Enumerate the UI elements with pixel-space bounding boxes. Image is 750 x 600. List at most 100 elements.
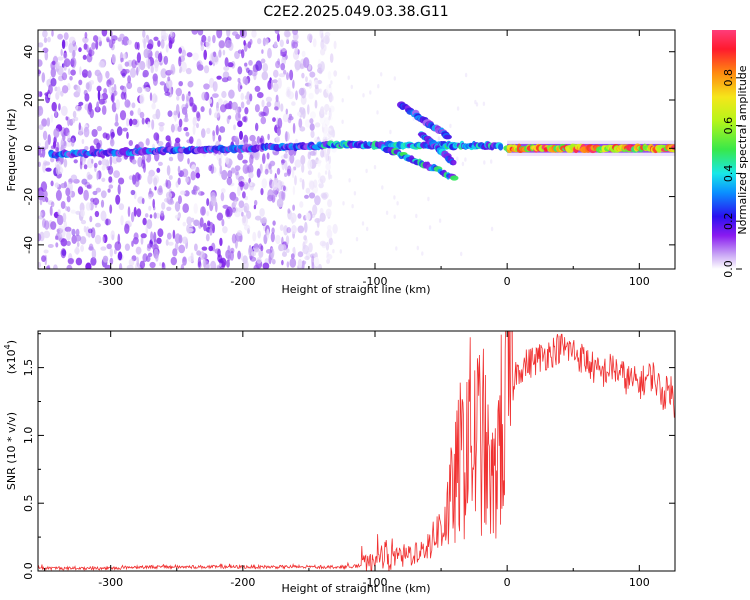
spectrogram-cell bbox=[87, 174, 93, 180]
chart-title: C2E2.2025.049.03.38.G11 bbox=[263, 4, 448, 20]
spectrogram-cell bbox=[248, 172, 254, 179]
spectrogram-cell bbox=[108, 176, 113, 183]
spectrogram-cell bbox=[261, 49, 264, 54]
spectrogram-cell bbox=[182, 256, 187, 266]
spectrogram-cell bbox=[124, 99, 131, 108]
spectrogram-cell bbox=[270, 232, 275, 243]
spectrogram-cell bbox=[196, 112, 201, 122]
spectrogram-cell bbox=[111, 86, 114, 93]
spectrogram-cell bbox=[196, 122, 199, 129]
spectrogram-cell bbox=[301, 50, 306, 58]
spectrogram-cell bbox=[109, 248, 114, 258]
spectrogram-cell bbox=[273, 69, 279, 78]
spectrogram-cell bbox=[276, 198, 284, 208]
spectrogram-cell bbox=[242, 191, 246, 199]
spectrogram-cell bbox=[307, 33, 313, 42]
spectrogram-cell bbox=[218, 49, 222, 58]
spectrogram-cell bbox=[313, 256, 320, 267]
spectrogram-cell bbox=[148, 205, 152, 211]
spectrogram-cell bbox=[244, 107, 249, 115]
spectrogram-cell bbox=[193, 184, 198, 196]
spectrogram-cell bbox=[276, 179, 283, 191]
spectrogram-cell bbox=[174, 242, 179, 251]
spectrogram-cell bbox=[142, 30, 146, 38]
spectrogram-cell bbox=[272, 117, 276, 122]
spectrogram-cell bbox=[239, 130, 243, 140]
spectrogram-cell bbox=[178, 195, 182, 205]
spectrogram-cell bbox=[93, 162, 98, 168]
spectrogram-cell bbox=[111, 54, 117, 64]
spectrogram-cell bbox=[287, 208, 291, 214]
spectrogram-cell bbox=[83, 43, 88, 50]
snr-y-axis-label: SNR (10 * v/v) bbox=[5, 412, 18, 490]
spectrogram-cell bbox=[106, 38, 110, 43]
spectrogram-cell bbox=[328, 116, 331, 121]
spectrogram-cell bbox=[167, 232, 172, 240]
spectrogram-cell bbox=[297, 258, 303, 268]
spectrogram-cell bbox=[181, 93, 185, 102]
spectrogram-cell bbox=[83, 225, 87, 233]
spectrogram-cell bbox=[297, 213, 302, 219]
spectrogram-cell bbox=[299, 63, 304, 70]
spectrogram-cell bbox=[66, 264, 73, 269]
spectrogram-cell bbox=[320, 48, 326, 56]
spectrogram-cell bbox=[145, 224, 149, 235]
spectrogram-cell bbox=[220, 192, 225, 202]
spectrogram-cell bbox=[175, 87, 182, 97]
spectrogram-cell bbox=[154, 61, 159, 73]
spectrogram-cell bbox=[60, 238, 68, 247]
spectrogram-cell bbox=[218, 40, 226, 49]
y-tick-label: 0 bbox=[22, 145, 35, 152]
spectrogram-cell bbox=[267, 133, 270, 141]
spectrogram-cell bbox=[197, 30, 204, 36]
spectrogram-cell bbox=[110, 230, 115, 241]
spectrogram-cell bbox=[327, 199, 333, 208]
spectrogram-cell bbox=[75, 257, 83, 266]
spectrogram-cell bbox=[173, 110, 178, 116]
spectrogram-cell bbox=[148, 193, 153, 200]
spectrogram-cell bbox=[143, 38, 146, 49]
spectrogram-cell bbox=[63, 58, 71, 68]
spectrogram-cell bbox=[178, 234, 183, 244]
spectrogram-cell bbox=[55, 147, 59, 152]
spectrogram-cell bbox=[98, 160, 102, 166]
spectrogram-cell bbox=[186, 228, 194, 233]
spectrogram-cell bbox=[232, 31, 239, 36]
spectrogram-cell bbox=[244, 196, 248, 201]
spectrogram-cell bbox=[139, 260, 146, 269]
spectrogram-cell bbox=[416, 245, 419, 251]
spectrogram-cell bbox=[126, 81, 133, 90]
spectrogram-cell bbox=[201, 91, 207, 101]
spectrogram-cell bbox=[319, 212, 326, 222]
colorbar-tick-label: 0.8 bbox=[722, 69, 735, 87]
spectrogram-cell bbox=[144, 87, 150, 92]
spectrogram-cell bbox=[309, 180, 315, 190]
spectrogram-cell bbox=[474, 99, 477, 105]
spectrogram-cell bbox=[80, 244, 84, 252]
spectrogram-cell bbox=[174, 201, 181, 212]
spectrogram-cell bbox=[249, 38, 253, 45]
spectrogram-cell bbox=[290, 253, 295, 260]
spectrogram-cell bbox=[490, 159, 493, 164]
spectrogram-cell bbox=[66, 230, 71, 241]
spectrogram-cell bbox=[67, 132, 71, 142]
spectrogram-cell bbox=[39, 198, 43, 206]
spectrogram-cell bbox=[461, 161, 465, 167]
spectrogram-cell bbox=[315, 159, 322, 164]
spectrogram-cell bbox=[385, 210, 389, 215]
spectrogram-cell bbox=[221, 90, 227, 99]
spectrogram-cell bbox=[278, 73, 286, 78]
spectrogram-cell bbox=[287, 165, 292, 175]
spectrogram-cell bbox=[66, 195, 71, 203]
spectrogram-cell bbox=[255, 122, 259, 132]
spectrogram-cell bbox=[124, 69, 130, 74]
spectrogram-cell bbox=[287, 91, 295, 100]
spectrogram-cell bbox=[258, 249, 264, 258]
spectrogram-cell bbox=[75, 228, 80, 237]
spectrogram-cell bbox=[108, 39, 114, 49]
spectrogram-cell bbox=[109, 155, 113, 166]
spectrogram-cell bbox=[309, 123, 315, 131]
spectrogram-cell bbox=[177, 150, 184, 162]
spectrogram-cell bbox=[146, 43, 153, 50]
